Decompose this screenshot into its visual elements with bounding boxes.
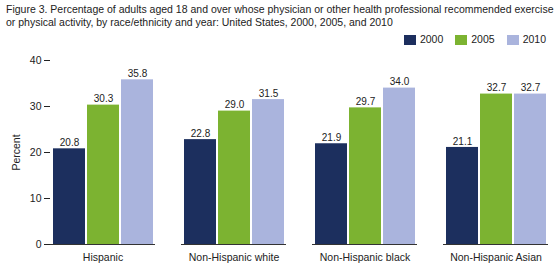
html-text:2005: 2005 [471, 32, 495, 45]
svg-text:32.7: 32.7 [521, 82, 541, 93]
svg-text:29.7: 29.7 [356, 96, 376, 107]
svg-text:21.1: 21.1 [453, 136, 473, 147]
svg-text:Non-Hispanic white: Non-Hispanic white [189, 251, 280, 263]
svg-text:30: 30 [30, 100, 42, 112]
svg-text:30.3: 30.3 [94, 93, 114, 104]
svg-text:31.5: 31.5 [259, 88, 279, 99]
svg-text:34.0: 34.0 [390, 76, 410, 87]
svg-text:10: 10 [30, 192, 42, 204]
svg-text:Non-Hispanic black: Non-Hispanic black [320, 251, 411, 263]
html-text:2000: 2000 [419, 32, 444, 45]
svg-text:35.8: 35.8 [128, 68, 148, 79]
svg-text:22.8: 22.8 [191, 128, 211, 139]
svg-text:20: 20 [30, 146, 42, 158]
svg-text:40: 40 [30, 54, 42, 66]
html-text:2010: 2010 [522, 32, 546, 45]
svg-text:20.8: 20.8 [60, 137, 80, 148]
svg-text:Percent: Percent [10, 134, 22, 170]
html-text:Figure 3. Percentage of adults: Figure 3. Percentage of adults aged 18 a… [6, 3, 554, 28]
svg-text:21.9: 21.9 [322, 132, 342, 143]
svg-text:Non-Hispanic Asian: Non-Hispanic Asian [450, 251, 542, 263]
svg-text:0: 0 [36, 238, 42, 250]
svg-text:32.7: 32.7 [487, 82, 507, 93]
svg-text:Hispanic: Hispanic [83, 251, 123, 263]
svg-text:29.0: 29.0 [225, 99, 245, 110]
